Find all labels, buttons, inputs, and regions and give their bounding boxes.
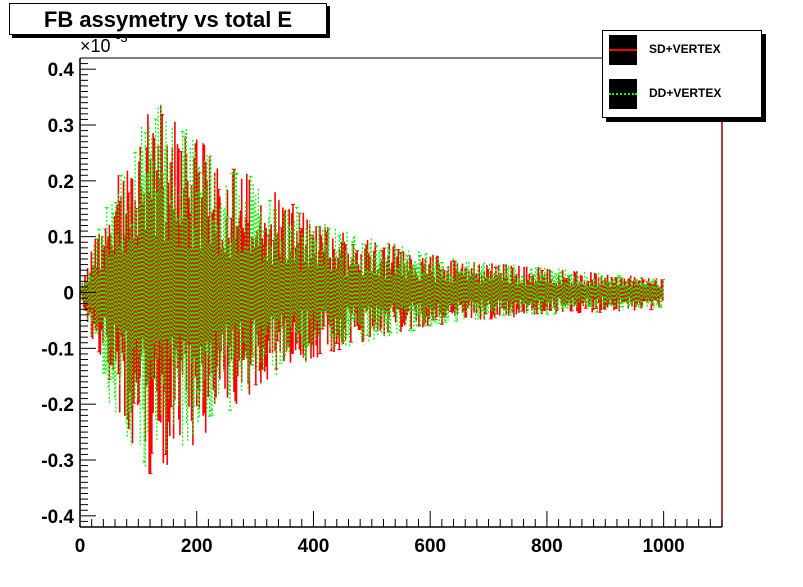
y-tick-label--0.4: -0.4 — [41, 507, 74, 528]
chart-title: FB assymetry vs total E — [9, 3, 327, 35]
label-layer: 0 200 400 600 800 1000 -0.4 -0.3 -0.2 -0.1 0 0.1 0.2… — [41, 30, 685, 557]
y-tick-label--0.1: -0.1 — [41, 339, 74, 360]
legend: SD+VERTEX DD+VERTEX — [602, 30, 762, 118]
legend-line-sd-vertex — [609, 49, 637, 51]
series-dd-vertex — [80, 104, 664, 468]
x-tick-label-200: 200 — [181, 536, 213, 557]
x-tick-label-0: 0 — [75, 536, 86, 557]
y-tick-label-0.3: 0.3 — [48, 116, 74, 137]
legend-entry-sd-vertex: SD+VERTEX — [609, 35, 759, 65]
x-tick-label-400: 400 — [298, 536, 330, 557]
y-tick-label-0.4: 0.4 — [48, 60, 75, 81]
y-tick-label-0.2: 0.2 — [48, 172, 74, 193]
y-tick-label-0.1: 0.1 — [48, 228, 75, 249]
data-layer — [80, 104, 665, 475]
y-tick-label-0: 0 — [63, 284, 74, 305]
x-tick-label-800: 800 — [531, 536, 563, 557]
y-multiplier-label: ×10 — [80, 36, 111, 56]
x-tick-label-600: 600 — [414, 536, 446, 557]
x-tick-label-1000: 1000 — [642, 536, 684, 557]
legend-label-dd-vertex: DD+VERTEX — [649, 86, 722, 100]
y-multiplier-exponent: -3 — [116, 30, 128, 45]
legend-entry-dd-vertex: DD+VERTEX — [609, 79, 759, 109]
y-tick-label--0.2: -0.2 — [41, 395, 74, 416]
legend-line-dd-vertex — [609, 93, 637, 95]
y-tick-label--0.3: -0.3 — [41, 451, 74, 472]
legend-label-sd-vertex: SD+VERTEX — [649, 42, 721, 56]
